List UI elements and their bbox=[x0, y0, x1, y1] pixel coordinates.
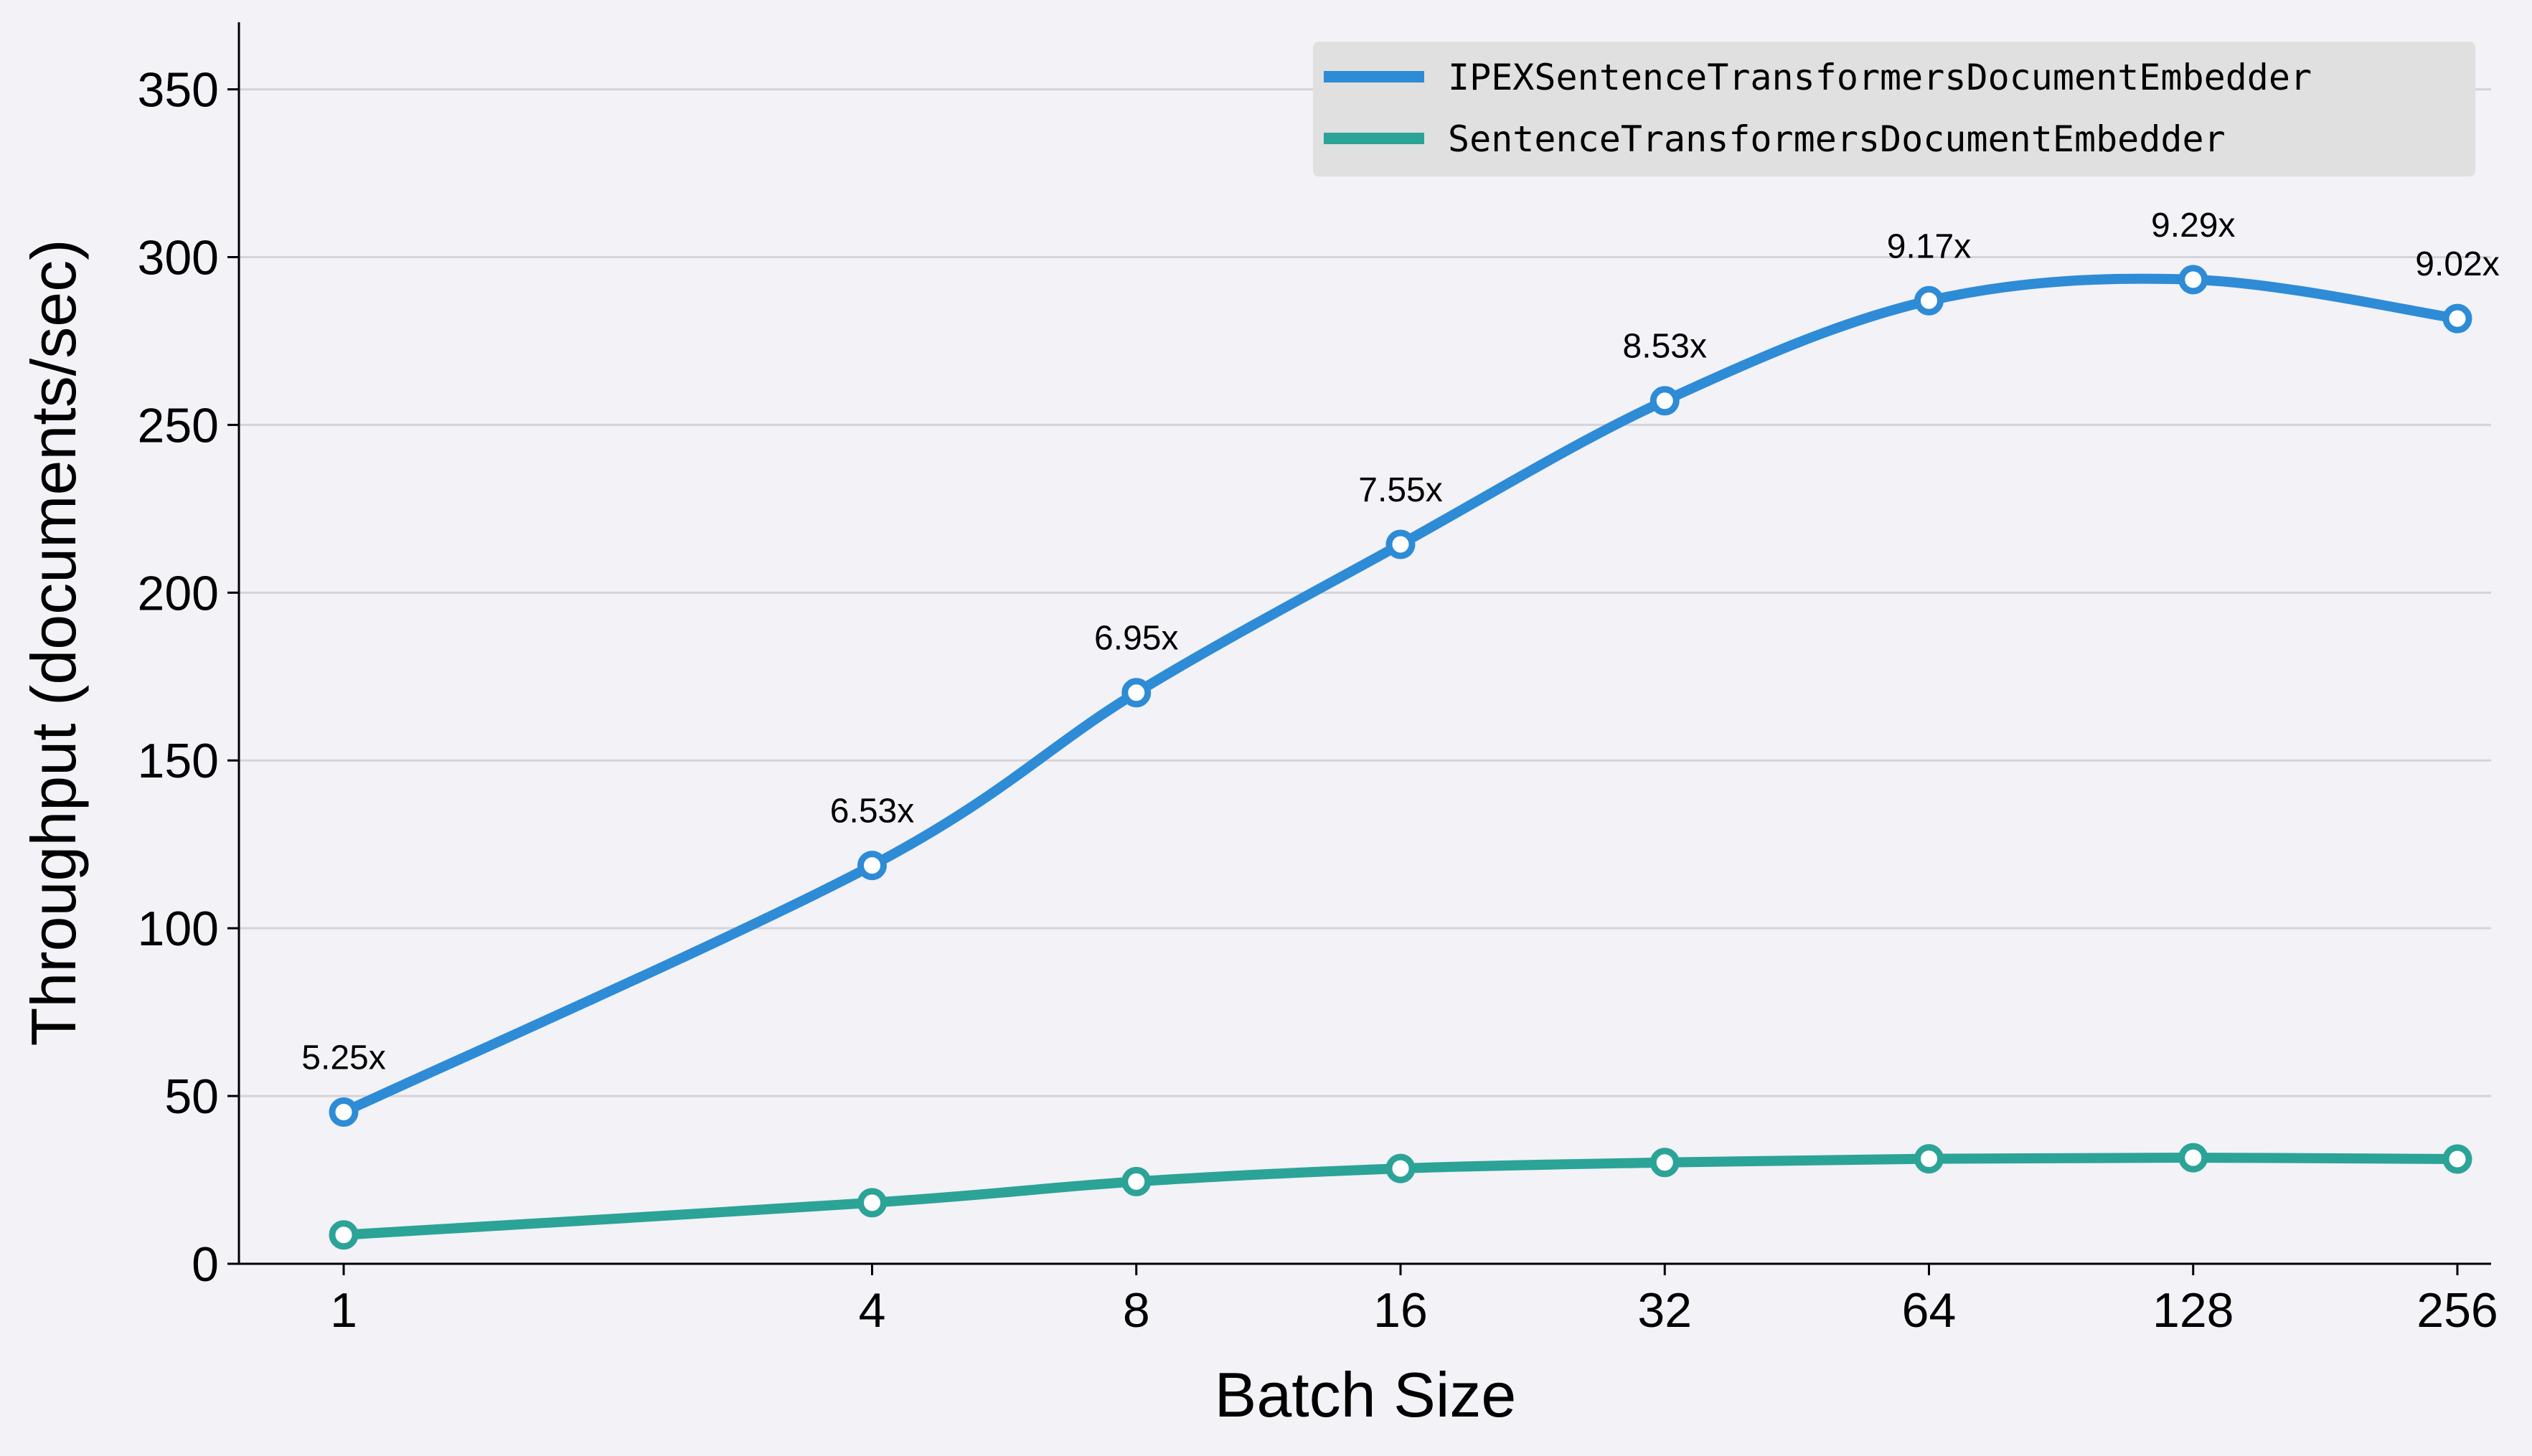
y-tick-label: 100 bbox=[138, 902, 219, 956]
y-tick-label: 0 bbox=[192, 1237, 219, 1292]
legend-label-baseline: SentenceTransformersDocumentEmbedder bbox=[1448, 118, 2226, 160]
data-point bbox=[857, 851, 887, 881]
data-point bbox=[329, 1220, 359, 1250]
y-tick-label: 200 bbox=[138, 566, 219, 620]
speedup-label: 9.29x bbox=[2151, 207, 2235, 245]
data-point bbox=[2178, 1143, 2208, 1173]
x-axis-label: Batch Size bbox=[1215, 1359, 1517, 1430]
speedup-label: 6.53x bbox=[830, 793, 914, 831]
data-point bbox=[2178, 265, 2208, 295]
x-tick-label: 32 bbox=[1637, 1283, 1692, 1338]
speedup-label: 5.25x bbox=[301, 1039, 385, 1077]
legend-box bbox=[1313, 42, 2475, 176]
data-point bbox=[1914, 1144, 1944, 1174]
data-point bbox=[1121, 1166, 1152, 1196]
y-tick-label: 350 bbox=[138, 63, 219, 118]
y-axis-label: Throughput (documents/sec) bbox=[18, 239, 89, 1046]
data-point bbox=[329, 1097, 359, 1128]
y-tick-label: 300 bbox=[138, 230, 219, 285]
data-point bbox=[2442, 303, 2472, 334]
grid bbox=[239, 88, 2491, 1097]
data-point bbox=[1385, 529, 1416, 559]
x-tick-label: 16 bbox=[1373, 1283, 1428, 1338]
data-point bbox=[857, 1188, 887, 1218]
x-tick-label: 64 bbox=[1902, 1283, 1957, 1338]
x-tick-label: 8 bbox=[1123, 1283, 1150, 1338]
data-point bbox=[1649, 1148, 1680, 1178]
x-tick-label: 4 bbox=[859, 1283, 886, 1338]
legend: IPEXSentenceTransformersDocumentEmbedder… bbox=[1313, 42, 2475, 176]
data-point bbox=[1385, 1153, 1416, 1183]
data-point bbox=[1121, 678, 1152, 708]
x-tick-label: 256 bbox=[2416, 1283, 2498, 1338]
series-line-0 bbox=[339, 273, 2462, 1117]
y-tick-label: 150 bbox=[138, 734, 219, 788]
axes: 0 50 100 150 200 250 300 350 1 4 8 16 32 64 128 256 bbox=[138, 22, 2498, 1338]
legend-label-ipex: IPEXSentenceTransformersDocumentEmbedder bbox=[1448, 57, 2312, 98]
y-tick-label: 250 bbox=[138, 398, 219, 453]
speedup-label: 6.95x bbox=[1094, 620, 1178, 658]
data-point bbox=[1914, 285, 1944, 316]
data-point bbox=[1649, 386, 1680, 416]
series-line-1 bbox=[339, 1153, 2462, 1240]
data-point bbox=[2442, 1144, 2472, 1174]
speedup-label: 8.53x bbox=[1623, 328, 1707, 366]
speedup-label: 7.55x bbox=[1358, 471, 1442, 509]
speedup-label: 9.17x bbox=[1887, 227, 1971, 265]
series-layer: 5.25x 6.53x 6.95x 7.55x 8.53x 9.17x 9.29x 9.02x bbox=[301, 207, 2500, 1250]
x-tick-label: 1 bbox=[330, 1283, 357, 1338]
y-tick-label: 50 bbox=[164, 1069, 219, 1124]
x-tick-label: 128 bbox=[2152, 1283, 2234, 1338]
speedup-label: 9.02x bbox=[2415, 245, 2499, 283]
